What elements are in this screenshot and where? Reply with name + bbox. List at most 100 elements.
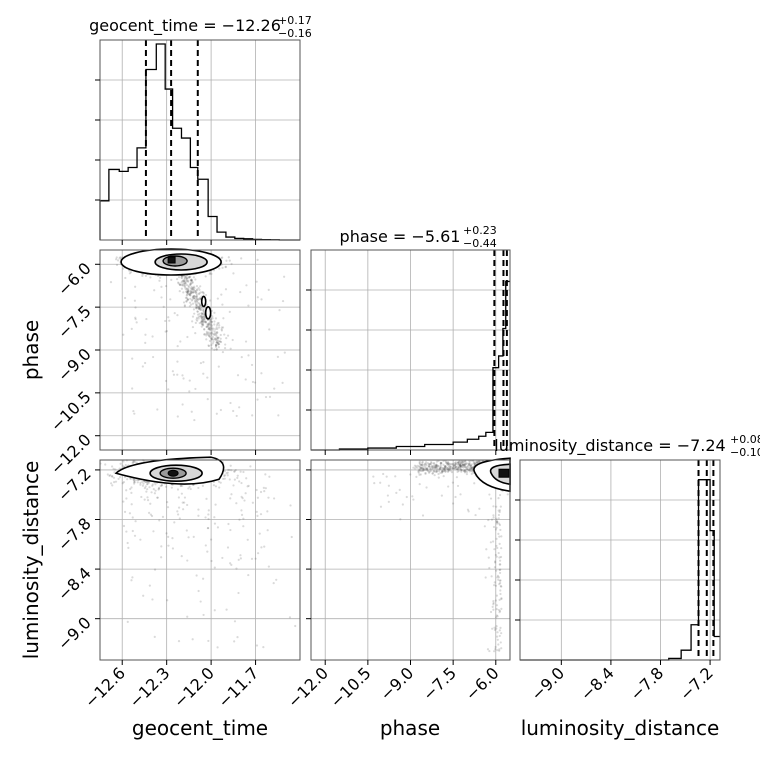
sample-point: [210, 272, 213, 275]
sample-point: [181, 280, 184, 283]
sample-point: [200, 318, 203, 321]
sample-point: [228, 468, 231, 472]
sample-point: [152, 530, 155, 533]
sample-point: [419, 466, 423, 470]
sample-point: [186, 559, 189, 562]
sample-point: [188, 301, 192, 304]
sample-point: [203, 314, 206, 317]
sample-point: [241, 497, 244, 500]
sample-point: [421, 466, 424, 470]
sample-point: [495, 555, 498, 558]
sample-point: [226, 474, 229, 477]
sample-point: [230, 493, 233, 496]
sample-point: [133, 482, 136, 485]
sample-point: [217, 480, 221, 483]
sample-point: [240, 356, 243, 359]
sample-point: [500, 585, 503, 588]
sample-point: [199, 600, 202, 603]
sample-point: [212, 327, 215, 330]
sample-point: [193, 289, 196, 292]
sample-point: [202, 318, 205, 321]
x-tick-label: −12.0: [170, 663, 218, 711]
sample-point: [498, 510, 501, 514]
sample-point: [207, 513, 210, 516]
sample-point: [418, 461, 421, 465]
sample-point: [176, 314, 179, 317]
sample-point: [216, 341, 219, 344]
sample-point: [468, 469, 472, 472]
sample-point: [454, 466, 458, 469]
sample-point: [473, 462, 476, 465]
sample-point: [186, 289, 189, 293]
sample-point: [281, 299, 285, 303]
sample-point: [200, 321, 203, 324]
sample-point: [496, 638, 499, 641]
sample-point: [462, 470, 466, 473]
sample-point: [469, 468, 472, 471]
sample-point: [442, 459, 445, 463]
sample-point: [219, 337, 222, 340]
sample-point: [425, 469, 429, 472]
sample-point: [229, 464, 232, 467]
sample-point: [184, 282, 187, 285]
sample-point: [167, 535, 170, 538]
sample-point: [185, 300, 188, 303]
sample-point: [145, 490, 148, 493]
sample-point: [493, 626, 496, 629]
sample-point: [113, 481, 116, 484]
sample-point: [123, 476, 127, 479]
sample-point: [171, 370, 174, 373]
sample-point: [463, 465, 466, 468]
sample-point: [459, 468, 462, 471]
sample-point: [236, 476, 239, 479]
sample-point: [435, 467, 439, 471]
sample-point: [221, 350, 225, 354]
sample-point: [185, 280, 188, 283]
sample-point: [497, 509, 500, 512]
sample-point: [451, 467, 454, 470]
sample-point: [436, 466, 439, 469]
sample-point: [428, 463, 431, 466]
sample-point: [462, 465, 466, 468]
sample-point: [260, 372, 263, 375]
sample-point: [495, 519, 498, 522]
sample-point: [205, 338, 208, 341]
sample-point: [435, 469, 439, 472]
sample-point: [462, 463, 465, 466]
sample-point: [373, 482, 376, 485]
sample-point: [198, 296, 201, 300]
sample-point: [213, 566, 216, 569]
sample-point: [185, 277, 188, 280]
sample-point: [500, 547, 503, 550]
sample-point: [491, 540, 495, 543]
sample-point: [177, 506, 181, 509]
sample-point: [188, 390, 191, 393]
sample-point: [133, 534, 137, 537]
sample-point: [164, 485, 168, 488]
sample-point: [421, 461, 424, 464]
sample-point: [191, 286, 194, 290]
sample-point: [214, 332, 217, 335]
sample-point: [418, 483, 421, 486]
sample-point: [202, 316, 205, 319]
sample-point: [495, 627, 498, 630]
sample-point: [182, 508, 185, 511]
sample-point: [156, 496, 159, 499]
sample-point: [119, 462, 122, 465]
sample-point: [255, 488, 258, 492]
sample-point: [178, 517, 181, 520]
sample-point: [498, 609, 502, 613]
sample-point: [462, 469, 465, 472]
sample-point: [499, 568, 502, 571]
sample-point: [498, 610, 501, 614]
sample-point: [446, 470, 450, 473]
sample-point: [160, 484, 163, 487]
sample-point: [198, 292, 201, 295]
sample-point: [444, 464, 447, 468]
sample-point: [210, 338, 214, 341]
sample-point: [187, 289, 190, 293]
sample-point: [499, 579, 502, 582]
sample-point: [255, 510, 258, 513]
sample-point: [216, 341, 219, 344]
sample-point: [186, 290, 189, 294]
